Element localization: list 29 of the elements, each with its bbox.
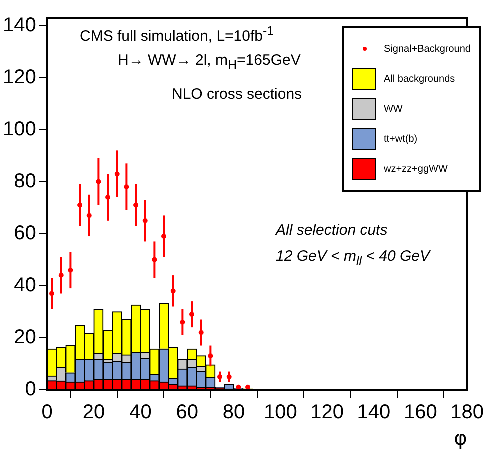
y-tick-label: 100	[2, 118, 36, 140]
x-tick-label: 140	[357, 402, 391, 424]
x-tick-label: 0	[42, 402, 53, 424]
x-tick-label: 20	[82, 402, 106, 424]
y-tick-label: 140	[2, 14, 36, 36]
legend-label: tt+wt(b)	[384, 134, 418, 144]
y-tick-label: 0	[25, 378, 36, 401]
annotation: 12 GeV < m$_{ll}$ < 40 GeV	[276, 248, 430, 268]
y-tick-label: 20	[14, 326, 36, 348]
legend-label: WW	[384, 104, 403, 114]
x-tick-label: 60	[176, 402, 198, 424]
x-tick-label: 120	[310, 402, 344, 424]
legend-label: wz+zz+ggWW	[384, 164, 448, 174]
legend-label: All backgrounds	[384, 74, 456, 84]
annotation: CMS full simulation, L=10fb$^{-1}$	[80, 24, 274, 45]
x-axis-title: φ	[454, 426, 468, 450]
y-tick-label: 60	[14, 222, 36, 244]
x-tick-label: 80	[222, 402, 246, 424]
x-tick-label: 40	[130, 402, 152, 424]
x-tick-label: 180	[450, 402, 484, 424]
legend-label: Signal+Background	[384, 44, 471, 54]
y-tick-label: 120	[2, 66, 36, 88]
annotation: H→ WW→ 2l, m$_{H}$=165GeV	[118, 52, 301, 72]
x-tick-label: 100	[264, 402, 298, 424]
annotation: All selection cuts	[276, 222, 388, 239]
y-tick-label: 40	[14, 274, 36, 296]
annotation: NLO cross sections	[172, 86, 302, 103]
y-tick-label: 80	[14, 170, 36, 192]
x-tick-label: 160	[404, 402, 438, 424]
